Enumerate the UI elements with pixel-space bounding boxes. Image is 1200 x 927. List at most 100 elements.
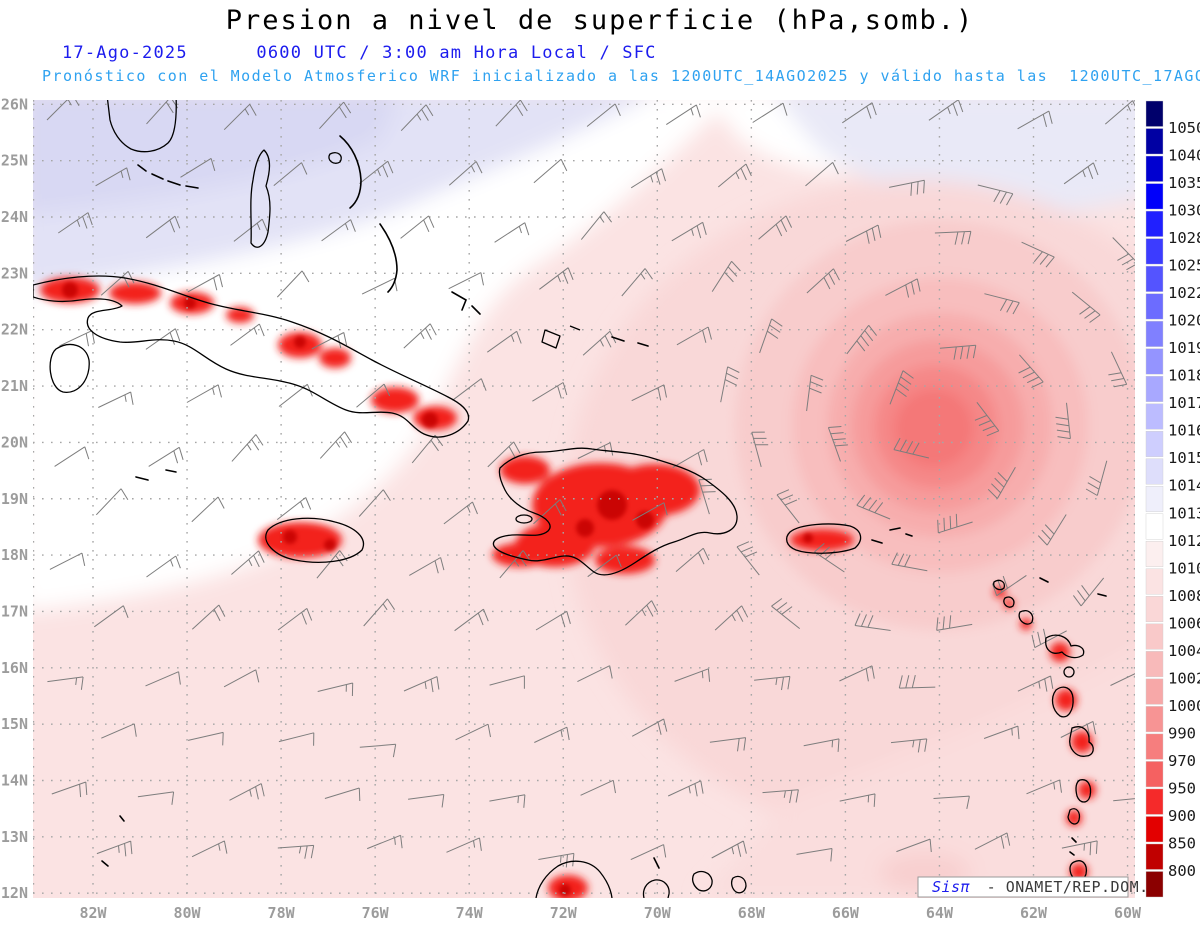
wind-barb (803, 738, 840, 752)
wind-barb (667, 780, 704, 797)
lat-tick-label: 12N (1, 884, 28, 902)
lon-tick-label: 62W (1020, 904, 1048, 922)
wind-barb (586, 103, 621, 127)
wind-barb (532, 382, 568, 402)
wind-barb (54, 446, 90, 467)
colorbar-tick-label: 1013 (1168, 504, 1200, 522)
lon-tick-label: 72W (550, 904, 578, 922)
wind-barb (495, 100, 528, 127)
colorbar-tick-label: 1014 (1168, 477, 1200, 495)
wind-barb (47, 676, 84, 690)
wind-barb (632, 502, 668, 521)
lat-tick-label: 17N (1, 602, 28, 620)
wind-barb (675, 547, 710, 572)
wind-barb (1061, 840, 1098, 856)
colorbar-cell (1145, 238, 1164, 265)
wind-barb (934, 230, 972, 245)
wind-barb (720, 366, 740, 403)
lat-tick-label: 18N (1, 546, 28, 564)
wind-barb (494, 222, 530, 243)
wind-barb (758, 215, 793, 240)
wind-barb (101, 723, 137, 739)
wind-barb (771, 598, 801, 629)
wind-barb (277, 608, 313, 631)
colorbar-tick-label: 1040 (1168, 147, 1200, 165)
watermark-box (917, 876, 1129, 898)
wind-barb (408, 794, 445, 808)
pressure-shading-layer (33, 100, 1135, 898)
wind-barb (936, 615, 973, 631)
wind-barb (489, 675, 525, 689)
wind-barb (319, 431, 353, 459)
lat-tick-label: 15N (1, 715, 28, 733)
colorbar-tick-label: 1010 (1168, 559, 1200, 577)
wind-barb (672, 449, 708, 469)
lon-tick-label: 70W (644, 904, 672, 922)
wind-barb (356, 383, 391, 408)
wind-barb (984, 293, 1020, 315)
colorbar-cell (1145, 293, 1164, 320)
wind-barb (577, 665, 613, 683)
colorbar-tick-label: 1028 (1168, 229, 1200, 247)
colorbar-cell (1145, 513, 1164, 540)
wind-barb (359, 160, 394, 184)
wind-barb (403, 323, 437, 349)
lat-tick-label: 23N (1, 264, 28, 282)
axis-labels: 26N 25N 24N 23N 22N 21N 20N 19N 18N 17N 16N 15N 14N 1… (1, 95, 1142, 922)
wind-barb (580, 779, 616, 796)
wind-barb (145, 215, 181, 239)
lat-tick-label: 22N (1, 321, 28, 339)
wind-barb (230, 323, 265, 346)
wind-barb (1021, 241, 1055, 268)
wind-barb (577, 442, 614, 459)
wind-barb (889, 179, 925, 196)
colorbar-cell (1145, 128, 1164, 155)
wind-barb (454, 608, 489, 632)
colorbar-cell (1145, 816, 1164, 843)
wind-barb (630, 844, 667, 861)
wind-barb (229, 783, 265, 801)
colorbar-cell (1145, 320, 1164, 347)
wind-barb (191, 604, 226, 630)
wind-barb (94, 605, 129, 628)
wind-barb (1017, 110, 1053, 130)
colorbar-cell (1145, 155, 1164, 182)
lat-tick-label: 20N (1, 433, 28, 451)
wind-barb (939, 344, 977, 360)
lat-tick-label: 16N (1, 659, 28, 677)
wind-barb (974, 832, 1011, 850)
colorbar-tick-label: 1030 (1168, 202, 1200, 220)
wind-barb (714, 605, 749, 631)
wind-barb (358, 489, 391, 517)
wind-barb (839, 793, 876, 807)
wind-barb (533, 499, 567, 525)
colorbar-tick-label: 800 (1168, 862, 1196, 880)
colorbar-tick-label: 1035 (1168, 174, 1200, 192)
wind-barb (539, 267, 574, 290)
wind-barb (1104, 100, 1135, 125)
wind-barb (95, 488, 129, 516)
wind-barb (98, 391, 134, 408)
wind-barb (231, 550, 265, 575)
wind-barb (814, 543, 845, 573)
wind-barb (278, 732, 315, 746)
wind-barb (751, 431, 769, 468)
wind-barb (806, 268, 840, 294)
wind-barb (95, 167, 131, 187)
wind-barb (180, 157, 216, 178)
wind-barb (446, 837, 482, 853)
wind-barb-layer (46, 100, 1135, 868)
wind-barb (359, 743, 397, 758)
colorbar-tick-label: 1015 (1168, 449, 1200, 467)
colorbar-tick-label: 1022 (1168, 284, 1200, 302)
colorbar-cell (1145, 100, 1164, 127)
colorbar-tick-label: 850 (1168, 834, 1196, 852)
colorbar-tick-label: 1019 (1168, 339, 1200, 357)
colorbar-tick-label: 1018 (1168, 367, 1200, 385)
lon-tick-label: 74W (456, 904, 484, 922)
wind-barb (839, 665, 875, 682)
wind-barb (448, 161, 483, 186)
wind-barb (845, 224, 882, 244)
colorbar-cell (1145, 265, 1164, 292)
wind-barb (580, 211, 613, 240)
